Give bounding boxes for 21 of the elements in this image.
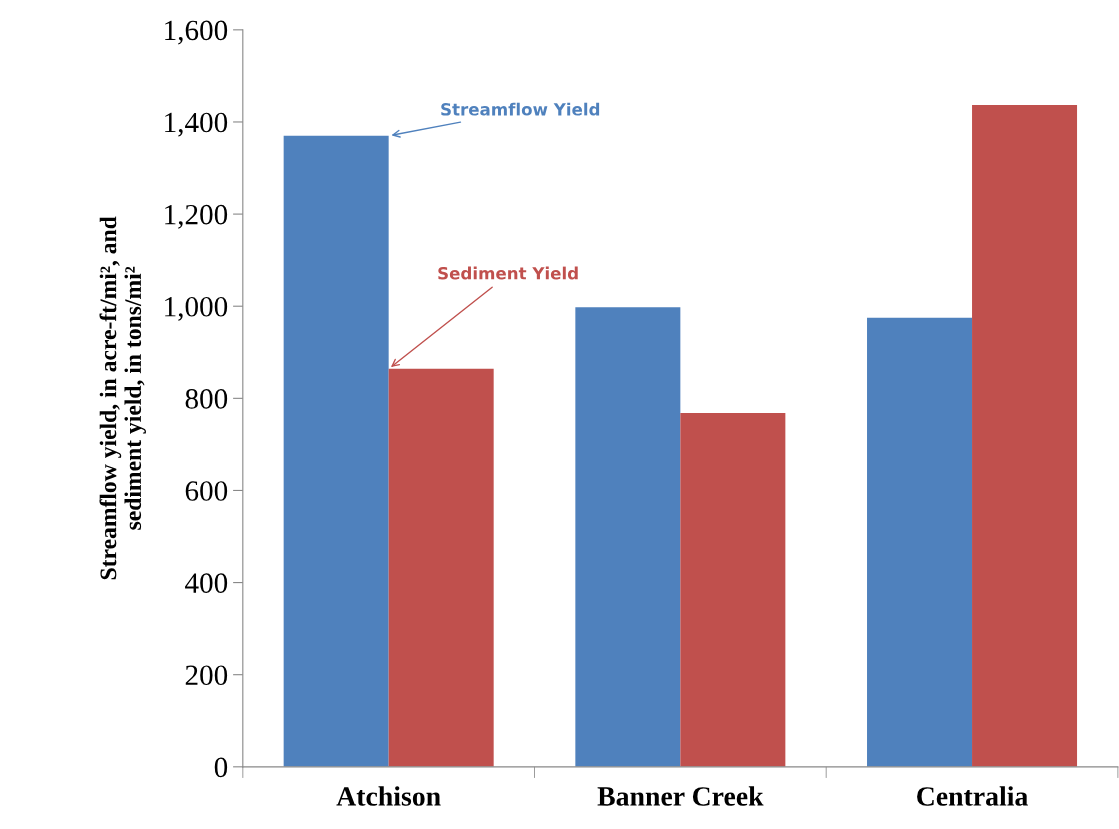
bar [680, 413, 786, 767]
x-tick-label: Centralia [917, 786, 1028, 806]
bar [283, 135, 389, 767]
y-axis-title: Streamflow yield, in acre-ft/mi², and sediment yield, in tons/mi² [99, 216, 146, 580]
annotation: Sediment Yield [438, 266, 578, 280]
y-tick-label: 400 [185, 573, 228, 593]
bar [575, 307, 681, 767]
y-tick-label: 1,400 [165, 112, 228, 137]
bar [972, 104, 1078, 767]
annotation: Streamflow Yield [441, 102, 600, 116]
bar [388, 368, 494, 767]
y-tick-label: 800 [185, 389, 228, 409]
y-tick-label: 1,000 [165, 296, 228, 321]
x-tick-label: Banner Creek [597, 786, 764, 806]
y-tick-label: 0 [214, 757, 228, 778]
x-tick-label: Atchison [336, 786, 441, 806]
y-tick-label: 1,600 [165, 20, 228, 45]
y-tick-label: 200 [185, 665, 228, 686]
y-tick-label: 1,200 [165, 204, 228, 229]
y-tick-label: 600 [185, 481, 228, 501]
bar [867, 317, 973, 767]
